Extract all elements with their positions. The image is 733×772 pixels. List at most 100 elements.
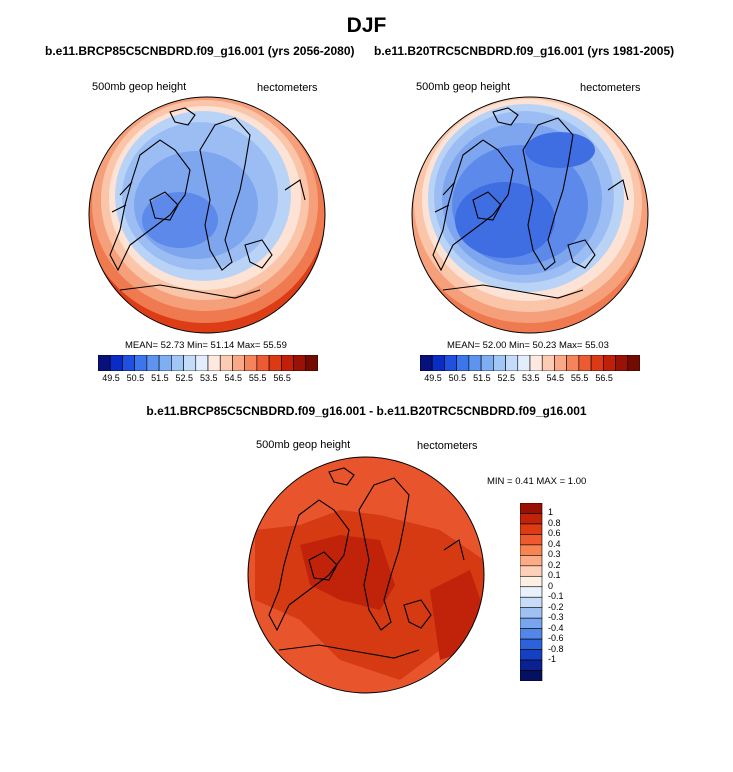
left-colorbar-box: [158, 355, 172, 371]
diff-colorbar-tick-label: -0.4: [548, 622, 564, 633]
left-colorbar-tick-label: 53.5: [200, 373, 218, 383]
left-colorbar-tick-label: 54.5: [224, 373, 242, 383]
right-colorbar-box: [615, 355, 629, 371]
left-colorbar-tick-label: 50.5: [126, 373, 145, 383]
left-stats: MEAN= 52.73 Min= 51.14 Max= 55.59: [125, 340, 287, 351]
diff-colorbar-box: [520, 534, 543, 546]
diff-polar-map: [248, 457, 484, 693]
right-colorbar-box: [603, 355, 616, 371]
left-colorbar: [98, 355, 318, 371]
right-colorbar-tick-label: 49.5: [424, 373, 442, 383]
left-colorbar-tick-label: 49.5: [102, 373, 120, 383]
right-colorbar-box: [627, 355, 640, 371]
diff-colorbar-tick-label: 0.8: [548, 517, 561, 528]
diff-colorbar-box: [520, 607, 543, 619]
diff-band: [300, 535, 395, 610]
left-colorbar-box: [305, 355, 318, 371]
diff-colorbar-tick-label: -0.3: [548, 612, 564, 623]
diff-map-border: [247, 456, 485, 694]
diff-colorbar-tick-label: 0.4: [548, 538, 561, 549]
diff-colorbar-box: [520, 523, 543, 535]
diff-colorbar: [520, 503, 543, 681]
right-colorbar-tick-label: 53.5: [522, 373, 540, 383]
diff-colorbar-box: [520, 555, 543, 567]
right-colorbar-tick-label: 51.5: [473, 373, 491, 383]
left-colorbar-tick-label: 51.5: [151, 373, 169, 383]
right-colorbar-tick-label: 55.5: [570, 373, 589, 383]
diff-run-title: b.e11.BRCP85C5CNBDRD.f09_g16.001 - b.e11…: [146, 404, 587, 418]
diff-colorbar-box: [520, 513, 543, 525]
right-colorbar-tick-label: 52.5: [497, 373, 516, 383]
diff-stats: MIN = 0.41 MAX = 1.00: [487, 476, 587, 487]
right-colorbar-box: [493, 355, 506, 371]
left-colorbar-box: [232, 355, 245, 371]
diff-colorbar-box: [520, 596, 543, 609]
right-colorbar-tick-label: 56.5: [595, 373, 613, 383]
right-colorbar-box: [444, 355, 457, 371]
right-colorbar-box: [578, 355, 592, 371]
left-run-title: b.e11.BRCP85C5CNBDRD.f09_g16.001 (yrs 20…: [45, 44, 355, 58]
left-variable-label: 500mb geop height: [92, 81, 187, 93]
right-stats: MEAN= 52.00 Min= 50.23 Max= 55.03: [447, 340, 609, 351]
right-colorbar-box: [517, 355, 531, 371]
right-colorbar: [420, 355, 640, 371]
diff-colorbar-tick-label: -0.6: [548, 633, 564, 644]
right-colorbar-tick-label: 54.5: [546, 373, 564, 383]
diff-colorbar-box: [520, 503, 543, 514]
diff-colorbar-tick-label: 0: [548, 580, 554, 591]
left-coastlines: [109, 107, 306, 299]
left-colorbar-box: [256, 355, 270, 371]
diff-colorbar-tick-label: 0.2: [548, 559, 561, 570]
diff-colorbar-tick-label: -0.2: [548, 601, 564, 612]
left-colorbar-box: [281, 355, 294, 371]
right-map-border: [411, 96, 649, 334]
left-colorbar-box: [98, 355, 111, 371]
left-colorbar-box: [268, 355, 282, 371]
diff-colorbar-box: [520, 649, 543, 661]
right-colorbar-box: [529, 355, 543, 371]
right-colorbar-box: [554, 355, 567, 371]
right-colorbar-tick-label: 50.5: [448, 373, 467, 383]
diff-coastlines: [268, 467, 465, 659]
left-polar-map: [89, 97, 325, 333]
left-colorbar-tick-label: 56.5: [273, 373, 291, 383]
diff-colorbar-tick-label: -0.1: [548, 591, 564, 602]
left-colorbar-box: [293, 355, 307, 371]
diff-colorbar-box: [520, 575, 543, 588]
figure-title: DJF: [346, 14, 387, 37]
diff-units-label: hectometers: [417, 440, 478, 452]
right-colorbar-box: [480, 355, 494, 371]
right-colorbar-ticks: 49.5 50.5 51.5 52.5 53.5 54.5 55.5 56.5: [420, 373, 640, 385]
right-run-title: b.e11.B20TRC5CNBDRD.f09_g16.001 (yrs 198…: [374, 44, 675, 58]
diff-colorbar-box: [520, 565, 543, 577]
right-colorbar-box: [590, 355, 604, 371]
diff-colorbar-box: [520, 628, 543, 640]
diff-colorbar-box: [520, 638, 543, 650]
left-colorbar-box: [244, 355, 258, 371]
left-band: [142, 192, 218, 248]
right-units-label: hectometers: [580, 82, 641, 94]
diff-variable-label: 500mb geop height: [256, 439, 351, 451]
left-colorbar-box: [109, 355, 123, 371]
left-colorbar-box: [195, 355, 209, 371]
diff-colorbar-box: [520, 617, 543, 629]
left-colorbar-box: [122, 355, 135, 371]
left-colorbar-box: [146, 355, 160, 371]
right-colorbar-box: [505, 355, 519, 371]
right-coastlines: [432, 107, 629, 299]
right-colorbar-box: [541, 355, 555, 371]
left-colorbar-box: [171, 355, 184, 371]
right-colorbar-box: [566, 355, 580, 371]
right-variable-label: 500mb geop height: [416, 81, 511, 93]
left-units-label: hectometers: [257, 82, 318, 94]
left-colorbar-tick-label: 52.5: [175, 373, 194, 383]
diff-colorbar-tick-label: -0.8: [548, 643, 564, 654]
diff-colorbar-box: [520, 586, 543, 598]
diff-colorbar-tick-label: 1: [548, 507, 554, 518]
diff-colorbar-box: [520, 544, 543, 556]
right-colorbar-box: [456, 355, 470, 371]
right-band: [455, 182, 555, 258]
left-colorbar-box: [134, 355, 148, 371]
diff-colorbar-tick-label: -1: [548, 654, 557, 665]
